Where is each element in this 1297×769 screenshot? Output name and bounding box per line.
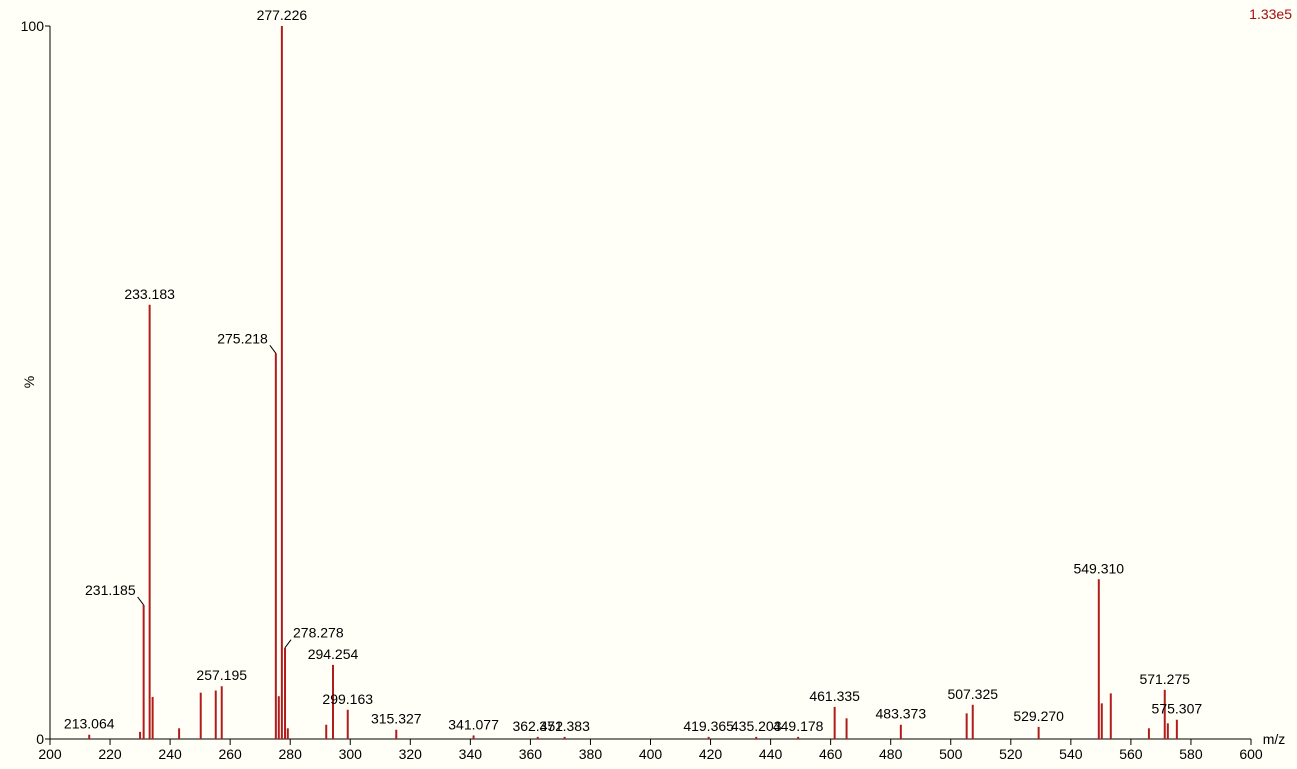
x-tick-label: 380	[579, 746, 603, 762]
x-tick-label: 580	[1179, 746, 1203, 762]
peak-label: 483.373	[876, 706, 927, 722]
peak-label: 549.310	[1073, 560, 1124, 576]
peak-label: 231.185	[85, 582, 136, 598]
peak-label: 461.335	[809, 688, 860, 704]
x-tick-label: 360	[519, 746, 543, 762]
peak-label: 278.278	[293, 625, 344, 641]
peak-label: 362.452	[512, 718, 563, 734]
x-tick-label: 400	[639, 746, 663, 762]
peak-label: 277.226	[257, 7, 308, 23]
scale-note: 1.33e5	[1249, 6, 1292, 22]
peak-label: 571.275	[1139, 671, 1190, 687]
x-tick-label: 520	[999, 746, 1023, 762]
x-tick-label: 420	[699, 746, 723, 762]
peak-label: 294.254	[308, 646, 359, 662]
peak-label: 507.325	[947, 686, 998, 702]
peak-label: 213.064	[64, 716, 115, 732]
peak-label: 449.178	[773, 718, 824, 734]
peak-label: 275.218	[217, 330, 268, 346]
peak-label: 315.327	[371, 711, 422, 727]
x-tick-label: 280	[279, 746, 303, 762]
peak-label: 575.307	[1152, 701, 1203, 717]
label-leader	[269, 344, 277, 354]
x-tick-label: 440	[759, 746, 783, 762]
y-axis-label: %	[21, 376, 37, 388]
x-tick-label: 540	[1059, 746, 1083, 762]
peak-label: 529.270	[1013, 708, 1064, 724]
x-tick-label: 220	[98, 746, 122, 762]
peak-label: 257.195	[196, 667, 247, 683]
x-tick-label: 600	[1239, 746, 1263, 762]
x-tick-label: 240	[158, 746, 182, 762]
x-tick-label: 500	[939, 746, 963, 762]
x-tick-label: 320	[399, 746, 423, 762]
label-leader	[284, 639, 292, 649]
peak-label: 419.365	[683, 718, 734, 734]
peak-label: 299.163	[322, 691, 373, 707]
x-tick-label: 560	[1119, 746, 1143, 762]
x-tick-label: 200	[38, 746, 62, 762]
peak-label: 233.183	[124, 286, 175, 302]
peak-label: 371.383	[539, 718, 590, 734]
peak-label: 435.203	[731, 718, 782, 734]
x-tick-label: 340	[459, 746, 483, 762]
x-tick-label: 260	[218, 746, 242, 762]
label-leader	[137, 596, 145, 606]
peak-label: 341.077	[448, 716, 499, 732]
x-axis-label: m/z	[1263, 731, 1286, 747]
x-tick-label: 480	[879, 746, 903, 762]
x-tick-label: 460	[819, 746, 843, 762]
x-tick-label: 300	[339, 746, 363, 762]
y-tick-label: 100	[21, 18, 45, 34]
y-tick-label: 0	[36, 731, 44, 747]
